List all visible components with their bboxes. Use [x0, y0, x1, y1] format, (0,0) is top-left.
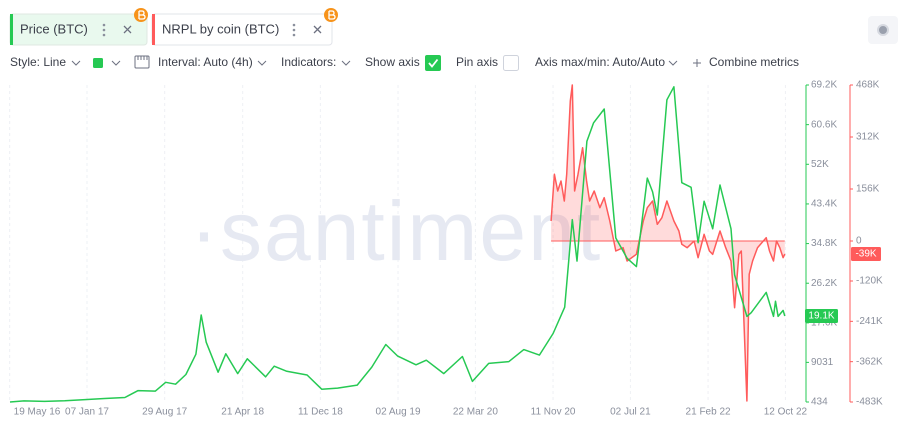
x-tick-label: 21 Feb 22	[686, 407, 731, 418]
legend-label: Price (BTC)	[20, 21, 88, 36]
y-tick-label: 34.8K	[811, 238, 837, 249]
y-tick-label: 60.6K	[811, 119, 837, 130]
axis-range-select[interactable]: Axis max/min: Auto/Auto	[535, 55, 665, 69]
menu-icon[interactable]	[102, 23, 106, 37]
value-badge	[805, 308, 838, 323]
close-icon[interactable]	[313, 25, 322, 34]
chevron	[111, 60, 121, 66]
checkbox[interactable]	[503, 55, 519, 71]
combine-metrics[interactable]: Combine metrics	[709, 55, 799, 69]
x-tick-label: 22 Mar 20	[453, 407, 498, 418]
chip-accent	[10, 14, 13, 45]
line	[9, 86, 786, 403]
chevron	[71, 60, 81, 66]
y2-tick-label: -120K	[856, 276, 883, 287]
area	[551, 85, 785, 401]
y2-tick-label: -241K	[856, 316, 883, 327]
y-tick-label: 9031	[811, 357, 834, 368]
y2-tick-label: -483K	[856, 397, 883, 408]
x-tick-label: 29 Aug 17	[142, 407, 187, 418]
x-tick-label: 07 Jan 17	[65, 407, 109, 418]
x-tick-label: 12 Oct 22	[764, 407, 808, 418]
bitcoin-icon	[134, 8, 148, 22]
plot-area: 19 May 16 07 Jan 17 29 Aug 17 21 Apr 18 11 D…	[9, 80, 883, 418]
x-tick-label: 11 Dec 18	[298, 407, 343, 418]
toolbar: Style: Line Interval: Auto (4h) Indicato…	[10, 55, 799, 71]
y-tick-label: 434	[811, 397, 828, 408]
y-tick-label: 52K	[811, 159, 829, 170]
watermark: ·santiment	[190, 184, 602, 278]
value-badge	[851, 247, 881, 261]
plus-icon	[693, 59, 701, 67]
chevron	[341, 60, 351, 66]
x-tick-label: 11 Nov 20	[531, 407, 576, 418]
value-badge-label: 19.1K	[808, 311, 834, 322]
x-tick-label: 02 Aug 19	[376, 407, 421, 418]
legend-label: NRPL by coin (BTC)	[162, 21, 279, 36]
button-icon	[877, 24, 889, 36]
y2-tick-label: 468K	[856, 80, 880, 91]
bitcoin-icon	[324, 8, 338, 22]
indicators-select[interactable]: Indicators:	[281, 55, 336, 69]
y2-tick-label: -362K	[856, 356, 883, 367]
x-tick-label: 02 Jul 21	[610, 407, 651, 418]
chip-accent	[152, 14, 155, 45]
x-tick-label: 19 May 16	[14, 407, 61, 418]
y-tick-label: 69.2K	[811, 80, 837, 91]
y-tick-label: 26.2K	[811, 278, 837, 289]
interval-icon	[134, 55, 150, 69]
y-tick-label: 43.4K	[811, 199, 837, 210]
show-axis-label[interactable]: Show axis	[365, 55, 420, 69]
y2-tick-label: 156K	[856, 184, 880, 195]
chevron	[257, 60, 267, 66]
metric-chip[interactable]: NRPL by coin (BTC)	[151, 8, 338, 46]
line	[550, 84, 786, 402]
pin-axis-label[interactable]: Pin axis	[456, 55, 498, 69]
metric-chip[interactable]: Price (BTC)	[9, 8, 148, 46]
y-tick-label: 17.6K	[811, 318, 837, 329]
x-tick-label: 21 Apr 18	[221, 407, 264, 418]
check-icon	[428, 58, 439, 68]
close-icon[interactable]	[123, 25, 132, 34]
chevron	[668, 60, 678, 66]
menu-icon[interactable]	[292, 23, 296, 37]
settings-button[interactable]	[868, 16, 898, 44]
interval-select[interactable]: Interval: Auto (4h)	[158, 55, 253, 69]
color-select[interactable]	[93, 58, 103, 68]
style-select[interactable]: Style: Line	[10, 55, 66, 69]
y2-tick-label: 312K	[856, 132, 880, 143]
value-badge-label: -39K	[855, 249, 876, 260]
y2-tick-label: 0	[856, 236, 862, 247]
checkbox-checked[interactable]	[425, 55, 441, 71]
